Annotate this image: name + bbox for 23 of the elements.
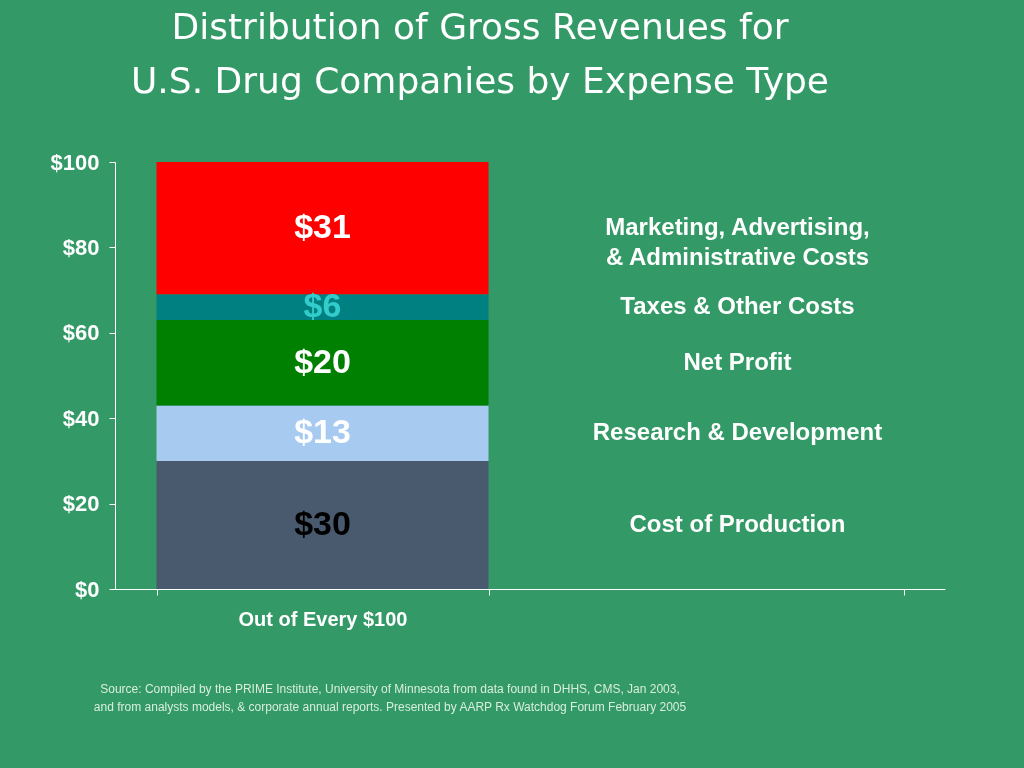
y-tick-label: $80 (62, 234, 100, 260)
y-tick-label: $100 (50, 149, 100, 175)
text: Net Profit (683, 347, 792, 375)
y-tick-label: $0 (75, 576, 100, 602)
y-tick-label: $60 (62, 320, 100, 346)
text: Research & Development (592, 418, 883, 446)
bar (156, 460, 489, 589)
data-label: $31 (294, 207, 351, 246)
bar (156, 319, 489, 406)
text: Cost of Production (629, 509, 846, 537)
text: Taxes & Other Costs (620, 292, 855, 320)
data-label: $30 (294, 503, 351, 542)
source-note: Source: Compiled by the PRIME Institute, University of Minnesota from data found in DHHS, CMS, Jan 2003, and from analysts models, & corporate annual reports. Presented by AARP Rx Watchdog Forum February 2005 (93, 682, 687, 714)
bar (156, 294, 489, 320)
x-tick-label: Out of Every $100 (238, 607, 408, 630)
data-label: $20 (294, 341, 351, 380)
data-label: $6 (303, 286, 342, 325)
chart-title: Distribution of Gross Revenues for U.S. Drug Companies by Expense Type (131, 6, 829, 101)
data-label: $13 (294, 412, 351, 451)
y-tick-label: $40 (62, 405, 100, 431)
y-tick-label: $20 (62, 491, 100, 517)
bar (156, 405, 489, 461)
text: Marketing, Advertising, & Administrative Costs (605, 213, 870, 271)
